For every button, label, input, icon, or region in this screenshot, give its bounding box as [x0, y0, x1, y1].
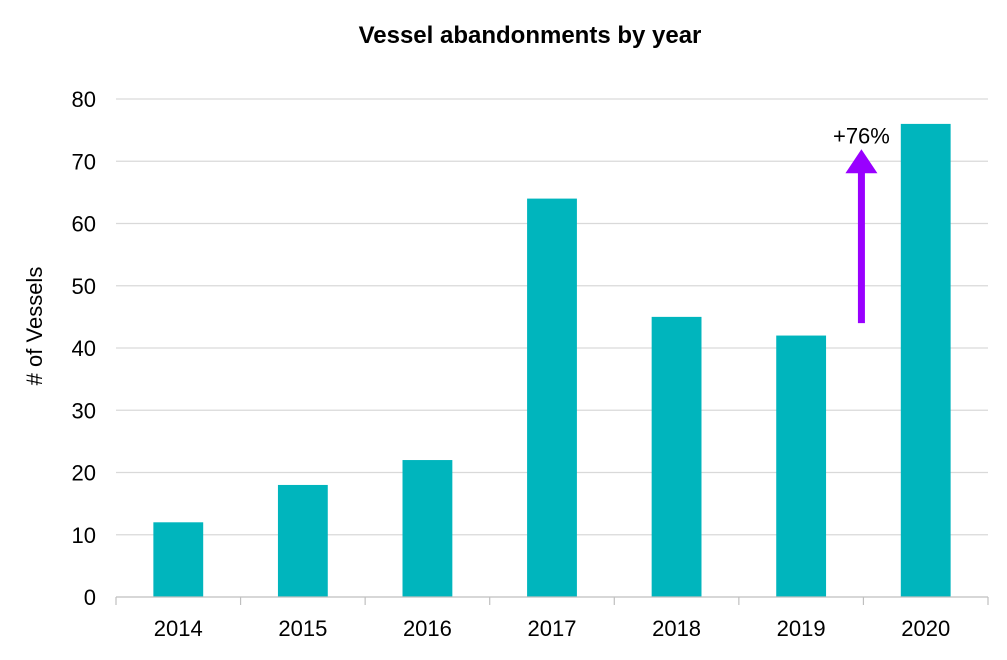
- y-tick-label: 40: [72, 336, 96, 361]
- x-tick-label: 2014: [154, 616, 203, 641]
- x-tick-label: 2019: [777, 616, 826, 641]
- growth-arrow-head-icon: [845, 149, 878, 174]
- y-tick-label: 70: [72, 149, 96, 174]
- y-tick-label: 0: [84, 585, 96, 610]
- bar-2016: [402, 460, 453, 597]
- growth-annotation: +76%: [833, 123, 890, 324]
- y-tick-label: 20: [72, 461, 96, 486]
- y-tick-label: 30: [72, 398, 96, 423]
- y-tick-label: 60: [72, 212, 96, 237]
- bar-2015: [277, 484, 328, 597]
- x-tick-label: 2016: [403, 616, 452, 641]
- y-tick-label: 50: [72, 274, 96, 299]
- y-tick-label: 80: [72, 87, 96, 112]
- bar-2014: [153, 522, 204, 597]
- y-tick-label: 10: [72, 523, 96, 548]
- bar-2018: [651, 316, 702, 597]
- x-tick-label: 2020: [901, 616, 950, 641]
- bars: [153, 123, 951, 598]
- y-axis-label: # of Vessels: [22, 267, 47, 386]
- bar-2019: [776, 335, 827, 597]
- x-tick-label: 2015: [278, 616, 327, 641]
- x-tick-label: 2017: [528, 616, 577, 641]
- bar-2020: [900, 123, 951, 598]
- y-axis-ticks: 0 10 20 30 40 50 60 70 80: [72, 87, 96, 610]
- bar-2017: [527, 198, 577, 597]
- x-tick-label: 2018: [652, 616, 701, 641]
- growth-label: +76%: [833, 123, 890, 148]
- x-axis: 2014 2015 2016 2017 2018 2019 2020: [115, 596, 989, 641]
- chart-title: Vessel abandonments by year: [359, 22, 702, 49]
